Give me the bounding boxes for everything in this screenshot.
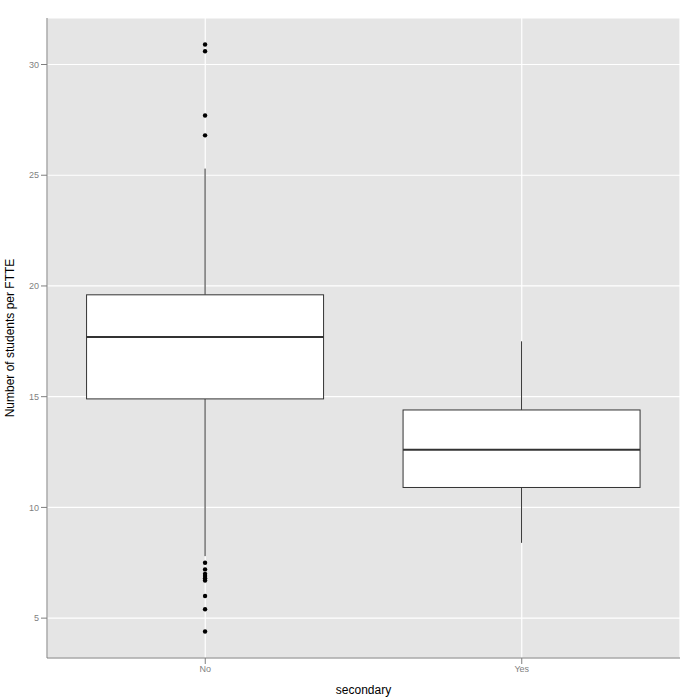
svg-text:25: 25 (29, 170, 39, 180)
svg-text:Yes: Yes (514, 664, 529, 674)
svg-text:15: 15 (29, 392, 39, 402)
svg-text:5: 5 (34, 613, 39, 623)
svg-text:Number of students per FTTE: Number of students per FTTE (8, 259, 17, 418)
svg-text:20: 20 (29, 281, 39, 291)
svg-text:No: No (199, 664, 211, 674)
svg-text:30: 30 (29, 60, 39, 70)
svg-text:secondary: secondary (336, 683, 391, 697)
svg-text:10: 10 (29, 503, 39, 513)
